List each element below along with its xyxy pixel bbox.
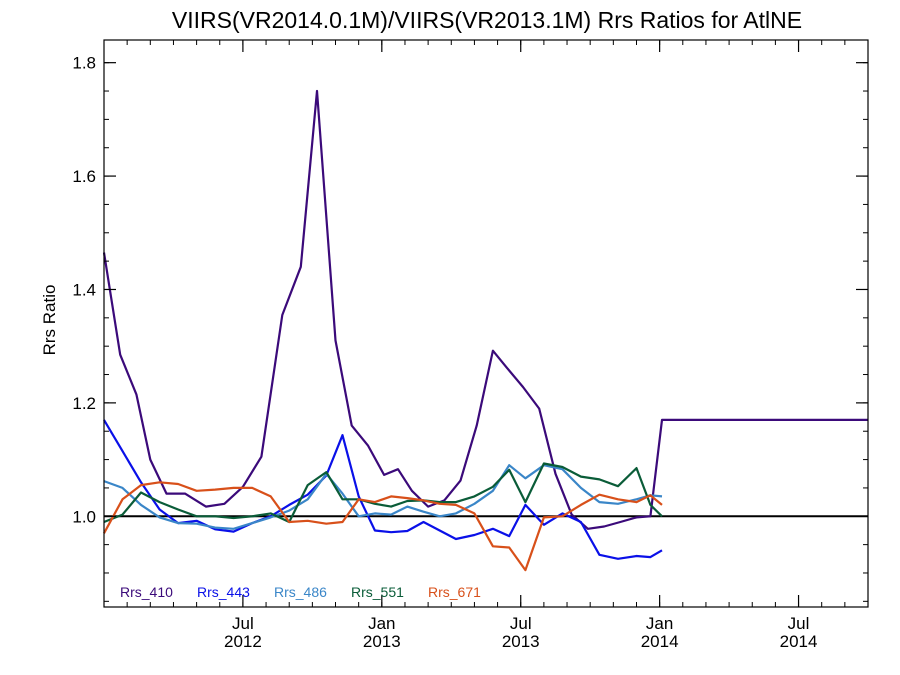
series-line-rrs-443 (103, 419, 663, 560)
y-tick-label: 1.6 (72, 167, 96, 186)
plot-frame (103, 39, 869, 608)
legend-entry-rrs-443: Rrs_443 (197, 584, 250, 600)
legend-entry-rrs-551: Rrs_551 (351, 584, 404, 600)
series-line-rrs-671 (103, 481, 663, 572)
x-tick-label-year: 2013 (363, 632, 401, 651)
y-tick-label: 1.4 (72, 280, 96, 299)
x-tick-label-year: 2012 (224, 632, 262, 651)
axes: 1.01.21.41.61.8Jul2012Jan2013Jul2013Jan2… (72, 39, 869, 651)
x-tick-label-year: 2014 (780, 632, 818, 651)
legend-entry-rrs-671: Rrs_671 (428, 584, 481, 600)
series-line-rrs-410 (102, 89, 868, 530)
legend: Rrs_410 Rrs_443 Rrs_486 Rrs_551 Rrs_671 (120, 584, 481, 600)
x-tick-label-year: 2013 (502, 632, 540, 651)
series-line-rrs-551 (103, 462, 663, 524)
legend-entry-rrs-486: Rrs_486 (274, 584, 327, 600)
series-line-rrs-486 (103, 464, 663, 530)
y-tick-label: 1.0 (72, 507, 96, 526)
series-lines (102, 89, 868, 572)
y-tick-label: 1.8 (72, 54, 96, 73)
y-tick-label: 1.2 (72, 394, 96, 413)
y-axis-label: Rrs Ratio (40, 285, 59, 356)
x-tick-label-month: Jan (368, 614, 395, 633)
x-tick-label-year: 2014 (641, 632, 679, 651)
x-tick-label-month: Jan (646, 614, 673, 633)
x-tick-label-month: Jul (510, 614, 532, 633)
x-tick-label-month: Jul (232, 614, 254, 633)
x-tick-label-month: Jul (788, 614, 810, 633)
legend-entry-rrs-410: Rrs_410 (120, 584, 173, 600)
chart-title: VIIRS(VR2014.0.1M)/VIIRS(VR2013.1M) Rrs … (172, 7, 802, 33)
